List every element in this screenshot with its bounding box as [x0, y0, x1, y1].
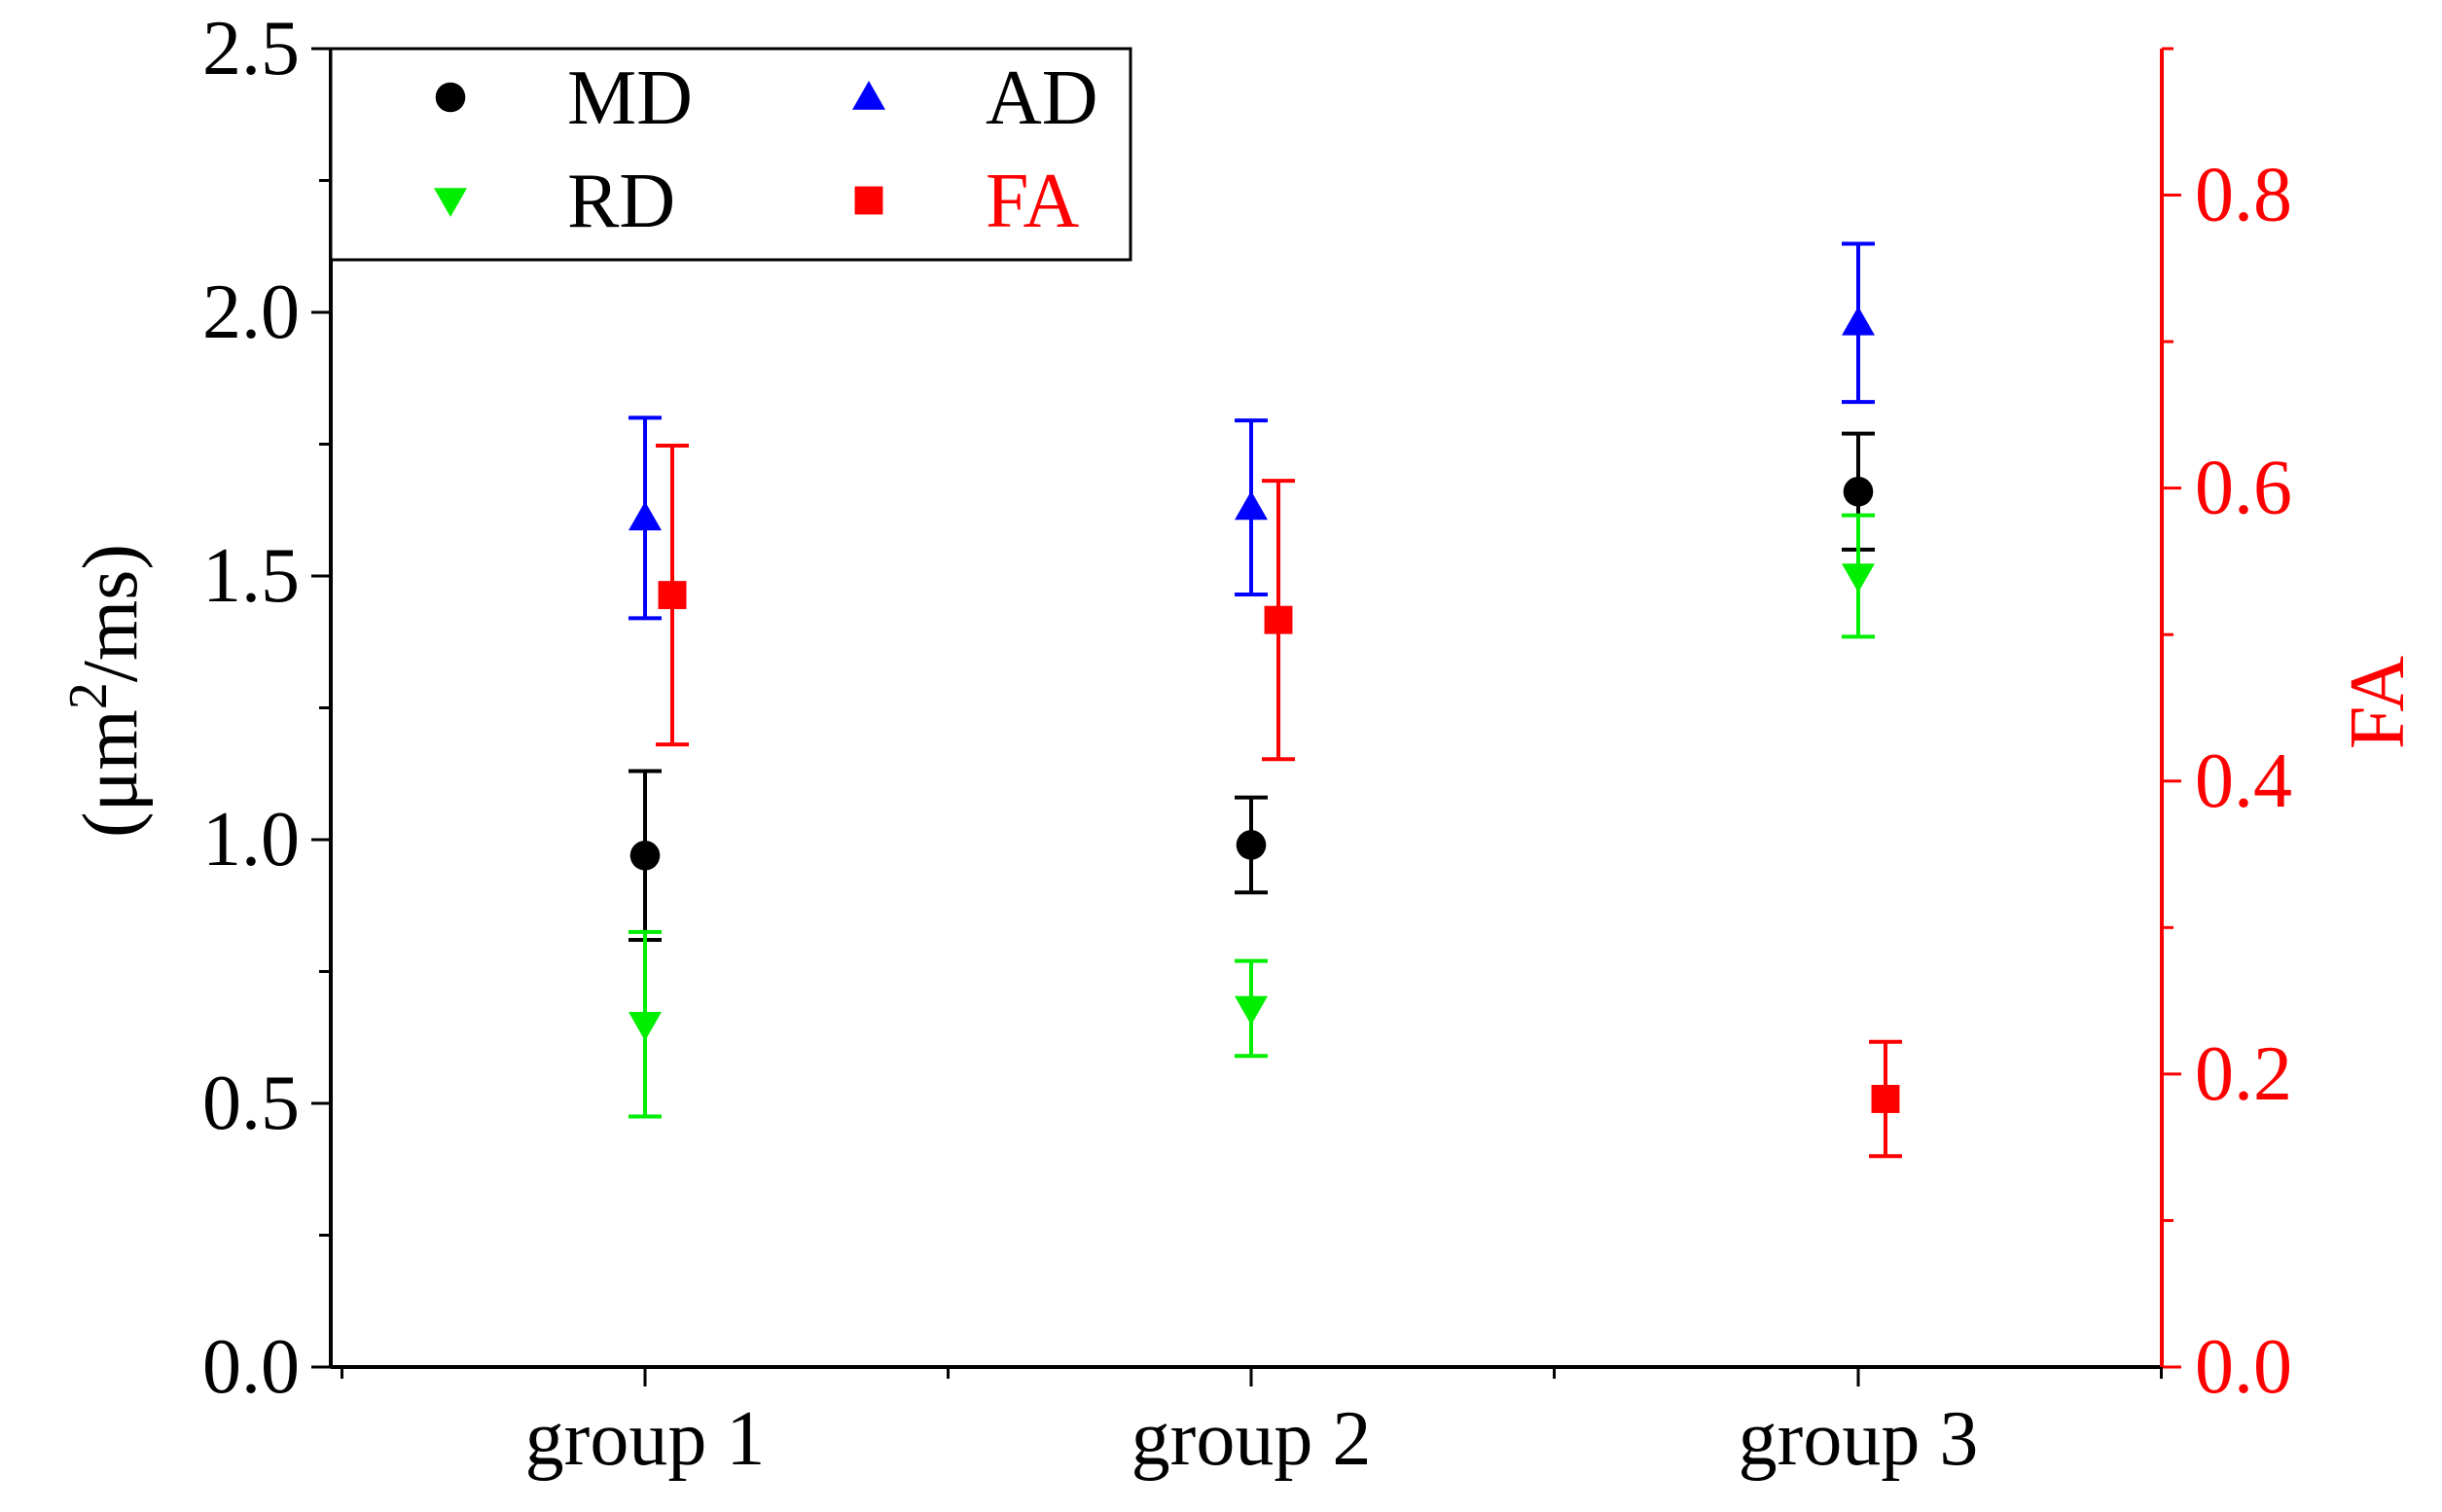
- right-tick-label: 0.8: [2195, 153, 2292, 238]
- left-tick-label: 2.5: [202, 6, 300, 91]
- x-tick-label: group 3: [1739, 1396, 1979, 1482]
- md-point: [629, 840, 661, 871]
- series-fa: [656, 444, 1902, 1159]
- legend-label-rd: RD: [567, 159, 675, 244]
- legend: MD AD RD FA: [329, 47, 1132, 262]
- legend-frame: [329, 47, 1132, 262]
- rd-point: [628, 1011, 662, 1041]
- right-axis-ticks: 0.0 0.2 0.4 0.6 0.8: [2162, 47, 2292, 1410]
- left-axis-title: (μm2/ms): [58, 544, 154, 838]
- legend-label-md: MD: [567, 55, 693, 141]
- left-tick-label: 0.0: [202, 1324, 300, 1410]
- series-rd: [628, 513, 1875, 1119]
- right-tick-label: 0.4: [2195, 738, 2292, 824]
- left-tick-label: 0.5: [202, 1061, 300, 1146]
- legend-marker-rd: [434, 188, 467, 217]
- rd-point: [1235, 995, 1268, 1026]
- fa-point: [658, 581, 687, 610]
- legend-marker-fa: [854, 186, 883, 215]
- series-ad: [628, 241, 1875, 621]
- ad-point: [1842, 306, 1875, 336]
- fa-point: [1264, 605, 1293, 634]
- legend-marker-ad: [852, 81, 885, 110]
- left-tick-label: 1.0: [202, 797, 300, 882]
- legend-marker-md: [435, 82, 466, 113]
- right-axis-title: FA: [2335, 656, 2421, 750]
- series-layer: [628, 241, 1902, 1159]
- ad-point: [628, 501, 662, 531]
- right-tick-label: 0.6: [2195, 446, 2292, 531]
- x-tick-label: group 1: [525, 1396, 766, 1482]
- ad-point: [1235, 490, 1268, 521]
- md-point: [1236, 830, 1267, 860]
- x-tick-label: group 2: [1131, 1396, 1372, 1482]
- md-point: [1843, 476, 1874, 507]
- x-axis-ticks: group 1 group 2 group 3: [341, 1367, 2163, 1482]
- rd-point: [1842, 563, 1875, 593]
- right-tick-label: 0.2: [2195, 1031, 2292, 1117]
- legend-label-fa: FA: [986, 159, 1080, 244]
- left-axis-ticks: 0.0 0.5 1.0 1.5 2.0 2.5: [202, 6, 331, 1410]
- left-tick-label: 1.5: [202, 533, 300, 619]
- right-tick-label: 0.0: [2195, 1324, 2292, 1410]
- legend-label-ad: AD: [986, 55, 1098, 141]
- fa-point: [1871, 1085, 1900, 1113]
- left-tick-label: 2.0: [202, 270, 300, 355]
